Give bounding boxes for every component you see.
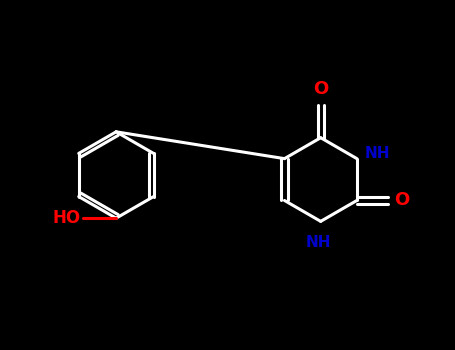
Text: HO: HO	[52, 209, 80, 227]
Text: O: O	[394, 191, 410, 209]
Text: NH: NH	[306, 235, 331, 250]
Text: O: O	[313, 80, 329, 98]
Text: NH: NH	[365, 146, 390, 161]
